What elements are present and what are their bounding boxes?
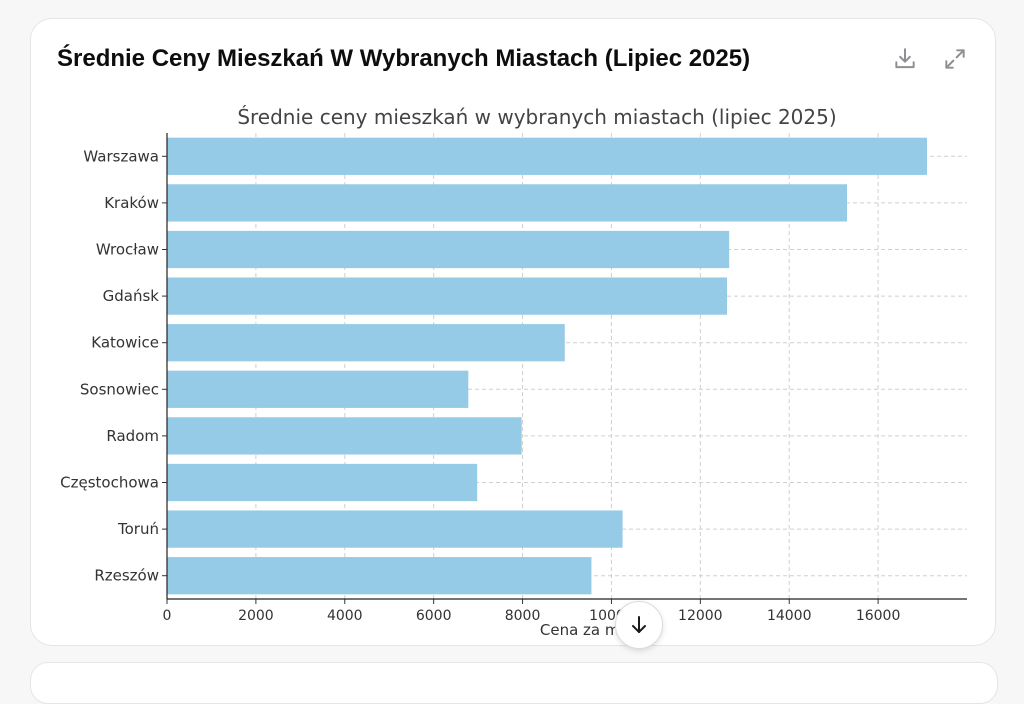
x-tick-label: 6000	[416, 608, 452, 624]
x-tick-label: 8000	[505, 608, 541, 624]
y-tick-label: Sosnowiec	[80, 380, 159, 398]
bar-rzeszów	[167, 557, 592, 595]
bar-toruń	[167, 510, 623, 548]
y-tick-label: Rzeszów	[94, 567, 159, 585]
next-card	[30, 662, 998, 704]
expand-icon	[945, 49, 965, 69]
x-tick-label: 2000	[238, 608, 274, 624]
y-tick-label: Toruń	[117, 520, 159, 538]
arrow-down-icon	[632, 616, 646, 633]
expand-button[interactable]	[939, 43, 971, 75]
scroll-down-button[interactable]	[615, 601, 663, 649]
chart-title: Średnie ceny mieszkań w wybranych miasta…	[237, 105, 836, 129]
bar-wrocław	[167, 230, 730, 269]
bar-gdańsk	[167, 277, 727, 315]
bar-kraków	[167, 184, 847, 222]
bar-chart: Średnie ceny mieszkań w wybranych miasta…	[60, 105, 967, 639]
x-tick-label: 16000	[856, 608, 901, 624]
x-tick-label: 14000	[767, 608, 812, 624]
y-tick-label: Wrocław	[96, 241, 159, 259]
card-title: Średnie Ceny Mieszkań W Wybranych Miasta…	[57, 45, 751, 72]
y-tick-label: Częstochowa	[60, 474, 159, 492]
x-tick-label: 12000	[678, 608, 723, 624]
y-tick-label: Gdańsk	[103, 287, 160, 305]
bar-sosnowiec	[167, 370, 469, 408]
bar-częstochowa	[167, 463, 478, 502]
bar-warszawa	[167, 137, 927, 175]
chart-card: Średnie Ceny Mieszkań W Wybranych Miasta…	[30, 18, 996, 649]
x-tick-label: 0	[163, 608, 172, 624]
download-button[interactable]	[889, 43, 921, 75]
y-tick-label: Radom	[106, 427, 159, 445]
x-tick-label: 4000	[327, 608, 363, 624]
y-tick-label: Warszawa	[83, 147, 159, 165]
bar-katowice	[167, 324, 565, 362]
bar-radom	[167, 417, 522, 455]
y-tick-label: Kraków	[104, 194, 159, 212]
y-tick-label: Katowice	[91, 334, 159, 352]
download-icon	[895, 48, 915, 69]
